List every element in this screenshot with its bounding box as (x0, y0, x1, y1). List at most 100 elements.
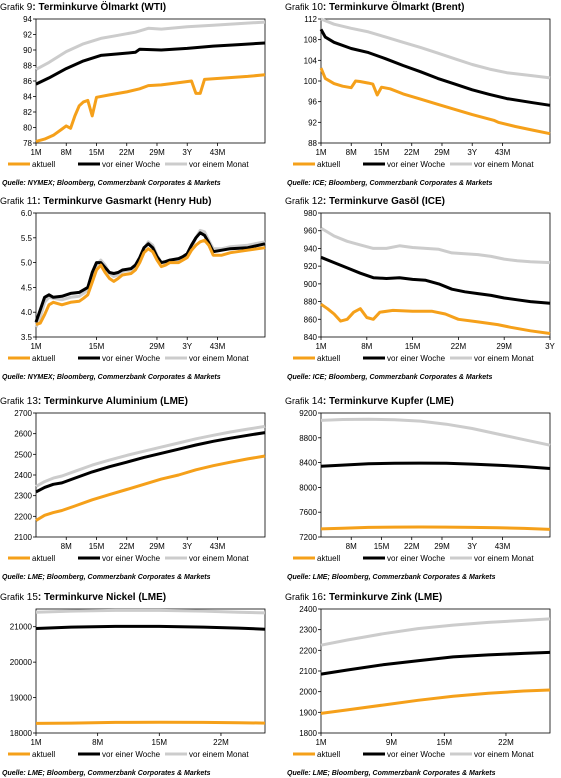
x-tick-label: 15M (437, 738, 453, 747)
y-tick-label: 8000 (299, 483, 317, 492)
y-tick-label: 2400 (299, 605, 317, 614)
x-tick-label: 8M (346, 148, 357, 157)
graf-label: Grafik (285, 396, 310, 406)
legend-label-week: vor einer Woche (387, 750, 446, 759)
legend-label-week: vor einer Woche (102, 354, 161, 363)
legend-label-month: vor einem Monat (189, 354, 249, 363)
y-tick-label: 2000 (299, 688, 317, 697)
graf-number: 13 (26, 396, 38, 407)
source-note: Quelle: ICE; Bloomberg, Commerzbank Corp… (287, 374, 493, 381)
chart-title-text: : Terminkurve Zink (LME) (322, 592, 443, 603)
chart-title: Grafik 14: Terminkurve Kupfer (LME) (285, 396, 454, 407)
y-tick-label: 92 (23, 31, 32, 40)
y-tick-label: 21000 (10, 623, 33, 632)
y-tick-label: 8800 (299, 434, 317, 443)
y-tick-label: 2600 (14, 430, 32, 439)
source-note: Quelle: ICE; Bloomberg, Commerzbank Corp… (287, 180, 493, 187)
legend-label-current: aktuell (317, 554, 340, 563)
y-tick-label: 80 (23, 124, 32, 133)
x-tick-label: 3Y (545, 342, 555, 351)
graf-number: 9 (26, 2, 33, 13)
y-tick-label: 112 (304, 15, 317, 24)
y-tick-label: 1900 (299, 708, 317, 717)
plot-frame (35, 18, 266, 144)
plot-frame (35, 212, 266, 338)
x-tick-label: 29M (149, 342, 165, 351)
y-tick-label: 900 (304, 280, 318, 289)
series-line-month (35, 424, 266, 488)
y-tick-label: 880 (304, 298, 318, 307)
y-tick-label: 8400 (299, 459, 317, 468)
y-tick-label: 940 (304, 244, 318, 253)
y-tick-label: 4.0 (21, 308, 33, 317)
x-tick-label: 8M (61, 542, 72, 551)
x-tick-label: 3Y (467, 148, 477, 157)
chart-title-text: : Terminkurve Ölmarkt (WTI) (32, 2, 167, 13)
y-tick-label: 19000 (10, 694, 33, 703)
series-line-month (35, 608, 266, 615)
x-tick-label: 22M (498, 738, 514, 747)
y-tick-label: 2200 (14, 512, 32, 521)
x-tick-label: 15M (405, 342, 421, 351)
x-tick-label: 22M (119, 148, 135, 157)
x-tick-label: 43M (495, 542, 511, 551)
y-tick-label: 20000 (10, 658, 33, 667)
series-line-current (320, 525, 551, 531)
legend-label-week: vor einer Woche (387, 160, 446, 169)
y-tick-label: 2300 (299, 626, 317, 635)
series-line-week (319, 28, 551, 107)
chart-title-text: : Terminkurve Nickel (LME) (37, 592, 167, 603)
legend-label-month: vor einem Monat (474, 554, 534, 563)
chart-title: Grafik 10: Terminkurve Ölmarkt (Brent) (285, 2, 464, 13)
series-line-current (35, 238, 266, 327)
chart-title: Grafik 12: Terminkurve Gasöl (ICE) (285, 196, 445, 207)
series-line-week (34, 231, 266, 323)
chart-title-text: : Terminkurve Ölmarkt (Brent) (322, 2, 465, 13)
series-line-current (319, 67, 551, 136)
graf-number: 10 (311, 2, 323, 13)
y-tick-label: 2100 (299, 667, 317, 676)
legend-label-week: vor einer Woche (387, 354, 446, 363)
y-tick-label: 840 (304, 333, 318, 342)
line-chart: 840 860 880 900 920 940 960 980 1M 8M 15M 22M 29M 3Y a… (293, 209, 556, 363)
line-chart: 3.5 4.0 4.5 5.0 5.5 6.0 1M 15M 29M 3Y 43M aktuell vo… (8, 209, 266, 363)
x-tick-label: 3Y (467, 542, 477, 551)
legend-label-current: aktuell (32, 554, 55, 563)
y-tick-label: 78 (23, 139, 32, 148)
x-tick-label: 29M (149, 148, 165, 157)
x-tick-label: 15M (374, 542, 390, 551)
legend-label-week: vor einer Woche (102, 554, 161, 563)
legend-label-current: aktuell (32, 160, 55, 169)
x-tick-label: 22M (404, 148, 420, 157)
x-tick-label: 43M (210, 342, 226, 351)
y-tick-label: 860 (304, 315, 318, 324)
x-tick-label: 1M (315, 342, 326, 351)
y-tick-label: 980 (304, 209, 318, 218)
x-tick-label: 43M (210, 148, 226, 157)
chart-panel-12: Grafik 12: Terminkurve Gasöl (ICE) 840 860… (285, 196, 560, 382)
chart-title: Grafik 11: Terminkurve Gasmarkt (Henry H… (0, 196, 212, 207)
x-tick-label: 3Y (182, 148, 192, 157)
chart-title-text: : Terminkurve Gasöl (ICE) (322, 196, 445, 207)
x-tick-label: 1M (315, 148, 326, 157)
x-tick-label: 22M (119, 542, 135, 551)
graf-label: Grafik (285, 2, 310, 12)
x-tick-label: 15M (89, 542, 105, 551)
line-chart: 78 80 82 84 86 88 90 92 94 1M 8M 15M 22M 29M 3Y 43M aktu… (8, 15, 266, 169)
series-line-week (320, 461, 551, 470)
x-tick-label: 22M (213, 738, 229, 747)
x-tick-label: 15M (152, 738, 168, 747)
series-line-month (320, 617, 551, 647)
legend-label-week: vor einer Woche (387, 554, 446, 563)
graf-label: Grafik (0, 396, 25, 406)
x-tick-label: 1M (30, 738, 41, 747)
source-note: Quelle: LME; Bloomberg, Commerzbank Corp… (2, 770, 211, 777)
x-tick-label: 3Y (182, 542, 192, 551)
y-tick-label: 90 (23, 46, 32, 55)
source-note: Quelle: LME; Bloomberg, Commerzbank Corp… (287, 574, 496, 581)
line-chart: 2100 2200 2300 2400 2500 2600 2700 8M 15M 22M 29M 3… (8, 409, 266, 563)
y-tick-label: 108 (304, 36, 318, 45)
source-note: Quelle: LME; Bloomberg, Commerzbank Corp… (287, 770, 496, 777)
series-line-month (320, 226, 551, 265)
